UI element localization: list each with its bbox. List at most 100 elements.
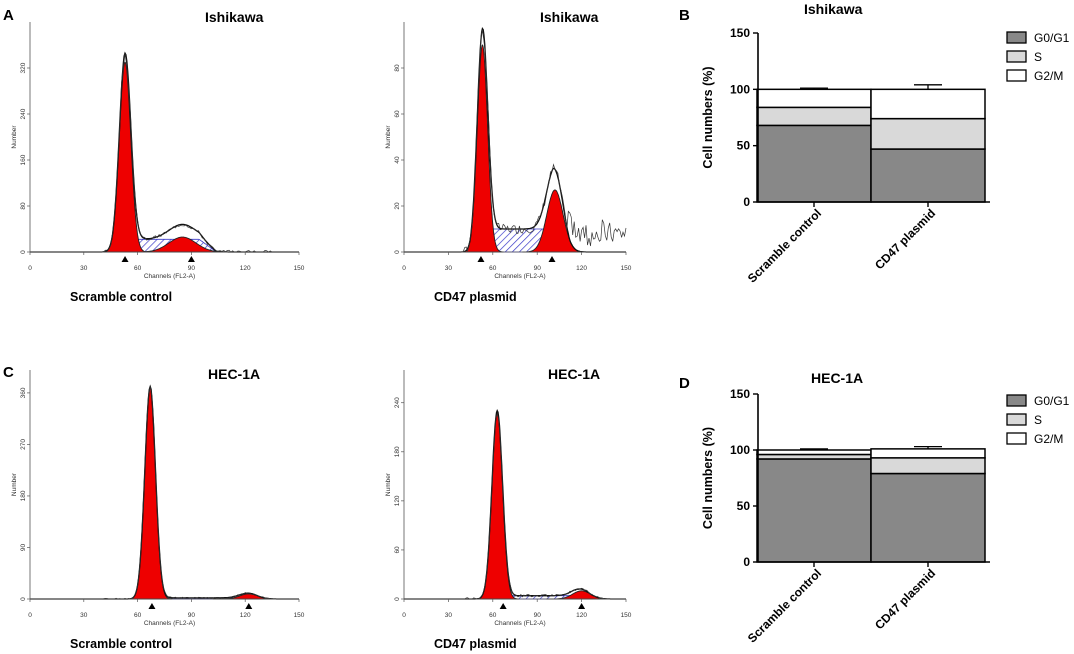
bar-segment-g2m [756,88,872,109]
bar-segment-s [756,106,872,127]
x-tick-label: 120 [240,612,251,619]
y-axis-label: Cell numbers (%) [701,66,715,168]
bar-segment-g0g1 [756,124,872,203]
x-tick-label: 60 [489,612,497,619]
hist-c1-caption: Scramble control [70,637,172,651]
hist-c2-caption: CD47 plasmid [434,637,517,651]
model-fit-line [404,408,626,600]
model-fit-line [404,26,626,253]
category-label: Scramble control [745,206,824,285]
peak-marker [187,256,195,262]
y-tick-label: 40 [394,156,401,164]
bar-segment-g0g1 [870,472,986,563]
raw-data-trace [30,386,299,600]
g1-peak [127,386,173,600]
hist-c1-plot: 0 30 60 90 120 150 0 90 180 270 360 Channels (FL2-A… [11,370,305,627]
x-tick-label: 150 [621,265,632,272]
bar-segment-s [870,117,986,150]
y-axis-label: Number [385,125,392,149]
bar-segment-g0g1 [870,148,986,203]
y-tick-label: 240 [20,108,27,119]
bar-segment-g2m [870,88,986,120]
bar-segment-s [870,457,986,475]
hist-a1-title: Ishikawa [205,9,264,25]
x-tick-label: 90 [188,265,196,272]
y-tick-label: 270 [20,439,27,450]
x-tick-label: 30 [445,265,453,272]
x-tick-label: 120 [240,265,251,272]
y-tick-label: 0 [743,195,750,209]
bar-d-title: HEC-1A [811,370,863,386]
panel-label-c: C [3,364,14,381]
panel-label-d: D [679,375,690,392]
bar-segment-g2m [756,449,872,456]
panel-label-a: A [3,7,14,24]
x-tick-label: 60 [134,612,142,619]
x-axis-label: Channels (FL2-A) [494,273,545,280]
x-tick-label: 60 [489,265,497,272]
peak-marker [148,603,156,609]
peak-marker [499,603,507,609]
y-tick-label: 0 [394,250,401,254]
raw-data-trace [404,413,626,600]
legend-swatch [1006,69,1027,82]
g1-peak [101,61,149,253]
y-tick-label: 50 [737,499,751,513]
x-tick-label: 90 [534,612,542,619]
legend-label: S [1034,413,1042,427]
category-label: Scramble control [745,566,824,645]
y-tick-label: 150 [730,26,750,40]
legend-swatch [1006,432,1027,445]
bar-d-plot: Scramble control CD47 plasmid 0 50 100 150 Cel… [701,387,1070,645]
g1-peak [461,44,504,253]
panel-label-b: B [679,7,690,24]
legend-label: G0/G1 [1034,394,1070,408]
y-tick-label: 60 [394,546,401,554]
y-tick-label: 240 [394,397,401,408]
y-tick-label: 360 [20,387,27,398]
hist-c2-title: HEC-1A [548,366,600,382]
bar-segment-g0g1 [756,458,872,563]
x-axis-label: Channels (FL2-A) [144,620,195,627]
x-tick-label: 120 [576,612,587,619]
y-tick-label: 0 [394,597,401,601]
x-tick-label: 90 [534,265,542,272]
hist-c2-plot: 0 30 60 90 120 150 0 60 120 180 240 Channels (FL2-A… [385,370,632,627]
bar-b-title: Ishikawa [804,1,863,17]
y-tick-label: 20 [394,202,401,210]
y-tick-label: 80 [394,64,401,72]
hist-a2-caption: CD47 plasmid [434,290,517,304]
peak-marker [245,603,253,609]
legend-label: G2/M [1034,69,1063,83]
y-tick-label: 0 [20,250,27,254]
x-tick-label: 120 [576,265,587,272]
hist-a2-title: Ishikawa [540,9,599,25]
y-tick-label: 90 [20,543,27,551]
y-tick-label: 60 [394,110,401,118]
y-tick-label: 100 [730,82,750,96]
legend-label: S [1034,50,1042,64]
hist-a1-caption: Scramble control [70,290,172,304]
peak-marker [578,603,586,609]
model-fit-line [30,384,299,600]
y-tick-label: 0 [743,555,750,569]
y-tick-label: 80 [20,202,27,210]
category-label: CD47 plasmid [872,206,938,272]
y-tick-label: 50 [737,139,751,153]
y-axis-label: Number [11,125,18,149]
peak-marker [121,256,129,262]
y-tick-label: 120 [394,495,401,506]
y-tick-label: 0 [20,597,27,601]
legend-swatch [1006,50,1027,63]
x-axis-label: Channels (FL2-A) [144,273,195,280]
x-tick-label: 150 [294,612,305,619]
x-tick-label: 90 [188,612,196,619]
x-tick-label: 30 [445,612,453,619]
y-tick-label: 150 [730,387,750,401]
x-tick-label: 150 [621,612,632,619]
hist-a1-plot: 0 30 60 90 120 150 0 80 160 240 320 Channels (FL2-A… [11,22,305,280]
legend-swatch [1006,31,1027,44]
category-label: CD47 plasmid [872,566,938,632]
bar-b-plot: Scramble control CD47 plasmid 0 50 100 150 Cel… [701,26,1070,285]
